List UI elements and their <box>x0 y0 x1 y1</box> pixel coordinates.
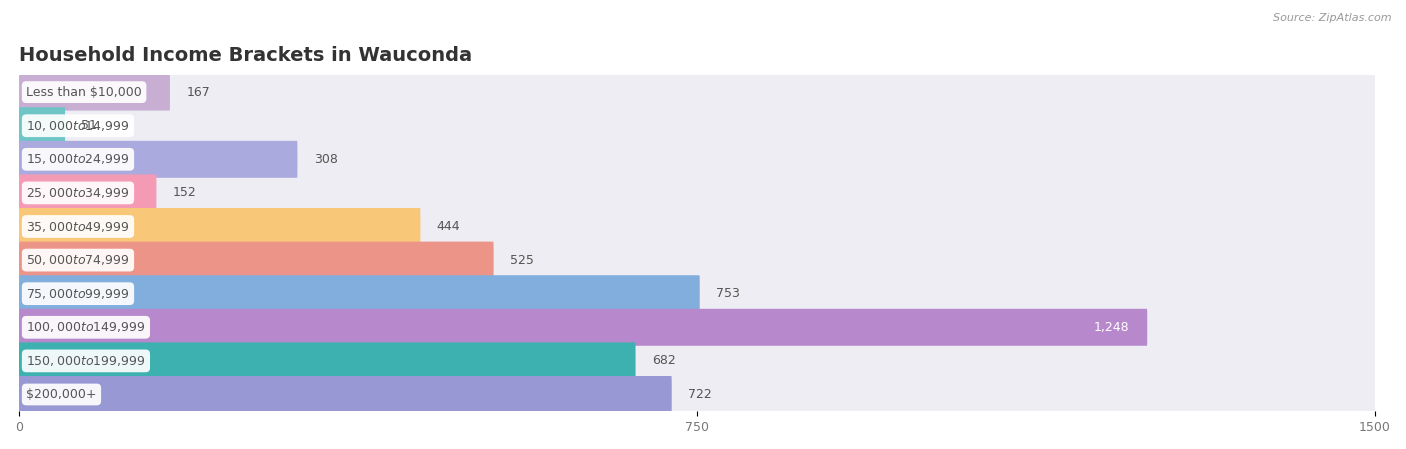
Text: 167: 167 <box>186 86 209 99</box>
FancyBboxPatch shape <box>20 200 1375 253</box>
FancyBboxPatch shape <box>20 74 170 110</box>
Text: 525: 525 <box>510 254 534 267</box>
Text: $50,000 to $74,999: $50,000 to $74,999 <box>27 253 129 267</box>
FancyBboxPatch shape <box>20 174 156 211</box>
FancyBboxPatch shape <box>20 100 1375 152</box>
Text: 753: 753 <box>716 287 740 300</box>
Text: $100,000 to $149,999: $100,000 to $149,999 <box>27 320 146 335</box>
Text: 308: 308 <box>314 153 337 166</box>
Text: 1,248: 1,248 <box>1094 321 1129 334</box>
FancyBboxPatch shape <box>20 301 1375 353</box>
Text: Less than $10,000: Less than $10,000 <box>27 86 142 99</box>
Text: 682: 682 <box>652 354 675 367</box>
Text: $150,000 to $199,999: $150,000 to $199,999 <box>27 354 146 368</box>
FancyBboxPatch shape <box>20 376 672 413</box>
FancyBboxPatch shape <box>20 141 298 178</box>
FancyBboxPatch shape <box>20 343 636 379</box>
FancyBboxPatch shape <box>20 66 1375 119</box>
Text: $35,000 to $49,999: $35,000 to $49,999 <box>27 220 129 233</box>
FancyBboxPatch shape <box>20 107 65 144</box>
Text: $200,000+: $200,000+ <box>27 388 97 401</box>
Text: $75,000 to $99,999: $75,000 to $99,999 <box>27 287 129 301</box>
Text: $15,000 to $24,999: $15,000 to $24,999 <box>27 152 129 166</box>
FancyBboxPatch shape <box>20 335 1375 387</box>
FancyBboxPatch shape <box>20 368 1375 421</box>
Text: Source: ZipAtlas.com: Source: ZipAtlas.com <box>1274 13 1392 23</box>
FancyBboxPatch shape <box>20 242 494 278</box>
Text: 51: 51 <box>82 119 97 132</box>
Text: $25,000 to $34,999: $25,000 to $34,999 <box>27 186 129 200</box>
FancyBboxPatch shape <box>20 208 420 245</box>
Text: $10,000 to $14,999: $10,000 to $14,999 <box>27 119 129 133</box>
Text: 722: 722 <box>688 388 711 401</box>
FancyBboxPatch shape <box>20 268 1375 320</box>
FancyBboxPatch shape <box>20 275 700 312</box>
FancyBboxPatch shape <box>20 167 1375 219</box>
Text: 444: 444 <box>437 220 460 233</box>
FancyBboxPatch shape <box>20 309 1147 346</box>
FancyBboxPatch shape <box>20 234 1375 286</box>
FancyBboxPatch shape <box>20 133 1375 185</box>
Text: 152: 152 <box>173 186 197 199</box>
Text: Household Income Brackets in Wauconda: Household Income Brackets in Wauconda <box>20 46 472 66</box>
